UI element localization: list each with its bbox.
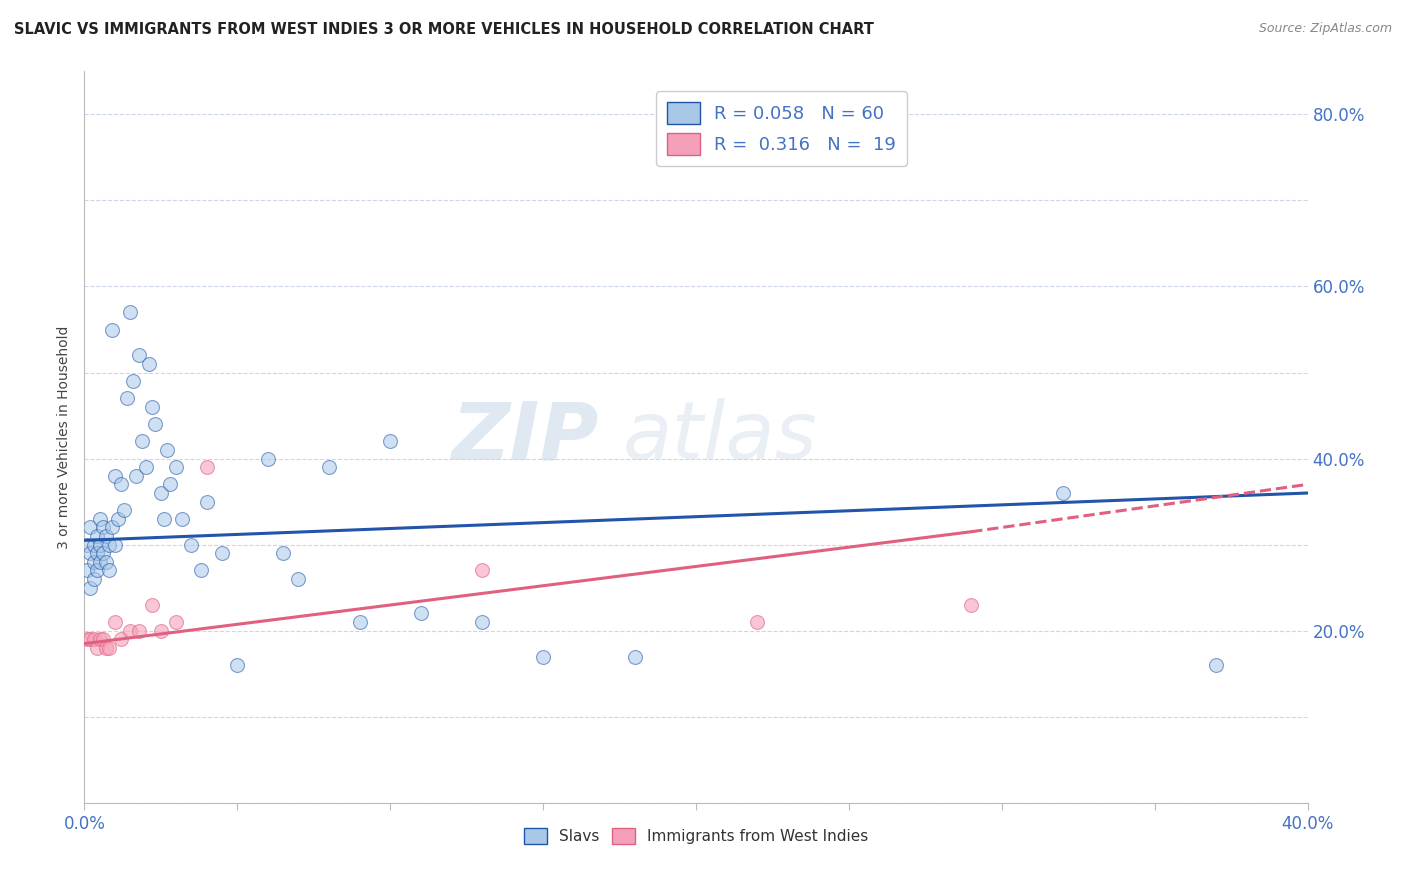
Point: [531, 649, 554, 664]
Point: [195, 494, 218, 508]
Point: [91, 632, 114, 647]
Point: [76, 632, 98, 647]
Point: [76, 564, 98, 578]
Point: [120, 305, 142, 319]
Point: [104, 468, 127, 483]
Point: [86, 546, 108, 560]
Text: atlas: atlas: [623, 398, 817, 476]
Point: [471, 615, 494, 629]
Point: [195, 460, 218, 475]
Point: [110, 632, 132, 647]
Point: [94, 555, 117, 569]
Point: [624, 649, 647, 664]
Point: [135, 460, 157, 475]
Point: [97, 640, 120, 655]
Point: [128, 624, 150, 638]
Point: [120, 624, 142, 638]
Y-axis label: 3 or more Vehicles in Household: 3 or more Vehicles in Household: [58, 326, 72, 549]
Point: [960, 598, 983, 612]
Point: [159, 477, 181, 491]
Point: [86, 640, 108, 655]
Point: [165, 615, 187, 629]
Point: [141, 598, 163, 612]
Point: [83, 538, 105, 552]
Point: [180, 538, 202, 552]
Point: [409, 607, 432, 621]
Point: [104, 615, 127, 629]
Point: [153, 512, 176, 526]
Point: [138, 357, 160, 371]
Point: [226, 658, 249, 673]
Point: [79, 520, 101, 534]
Point: [131, 434, 153, 449]
Point: [349, 615, 371, 629]
Point: [79, 546, 101, 560]
Point: [83, 555, 105, 569]
Point: [318, 460, 340, 475]
Text: SLAVIC VS IMMIGRANTS FROM WEST INDIES 3 OR MORE VEHICLES IN HOUSEHOLD CORRELATIO: SLAVIC VS IMMIGRANTS FROM WEST INDIES 3 …: [14, 22, 875, 37]
Point: [125, 468, 148, 483]
Point: [83, 632, 105, 647]
Point: [1052, 486, 1074, 500]
Point: [211, 546, 233, 560]
Point: [89, 632, 111, 647]
Point: [172, 512, 194, 526]
Point: [257, 451, 280, 466]
Point: [471, 564, 494, 578]
Point: [128, 348, 150, 362]
Point: [83, 572, 105, 586]
Point: [101, 520, 124, 534]
Text: ZIP: ZIP: [451, 398, 598, 476]
Point: [143, 417, 166, 432]
Point: [190, 564, 212, 578]
Point: [104, 538, 127, 552]
Point: [79, 632, 101, 647]
Point: [94, 640, 117, 655]
Point: [149, 624, 172, 638]
Point: [747, 615, 769, 629]
Point: [89, 538, 111, 552]
Point: [141, 400, 163, 414]
Point: [165, 460, 187, 475]
Point: [97, 538, 120, 552]
Point: [107, 512, 129, 526]
Point: [89, 512, 111, 526]
Point: [89, 555, 111, 569]
Point: [149, 486, 172, 500]
Text: Source: ZipAtlas.com: Source: ZipAtlas.com: [1258, 22, 1392, 36]
Point: [156, 442, 179, 457]
Point: [94, 529, 117, 543]
Legend: Slavs, Immigrants from West Indies: Slavs, Immigrants from West Indies: [517, 822, 875, 850]
Point: [91, 546, 114, 560]
Point: [1205, 658, 1227, 673]
Point: [112, 503, 135, 517]
Point: [287, 572, 309, 586]
Point: [79, 581, 101, 595]
Point: [97, 564, 120, 578]
Point: [76, 538, 98, 552]
Point: [115, 392, 138, 406]
Point: [122, 374, 145, 388]
Point: [86, 564, 108, 578]
Point: [91, 520, 114, 534]
Point: [110, 477, 132, 491]
Point: [86, 529, 108, 543]
Point: [380, 434, 402, 449]
Point: [101, 322, 124, 336]
Point: [271, 546, 294, 560]
